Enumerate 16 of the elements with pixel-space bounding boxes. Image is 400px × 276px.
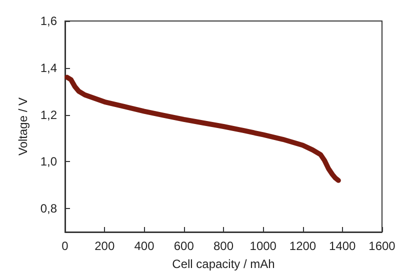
x-tick-label: 400 <box>134 239 155 253</box>
x-tick-label: 200 <box>94 239 115 253</box>
y-tick-label: 1,6 <box>40 14 58 28</box>
y-tick-label: 1,4 <box>40 60 58 75</box>
x-tick-label: 1200 <box>289 239 316 253</box>
y-axis-title: Voltage / V <box>16 97 30 156</box>
x-tick-label: 0 <box>62 239 69 253</box>
x-tick-label: 1600 <box>368 239 396 253</box>
x-tick-label: 1400 <box>329 239 356 253</box>
x-tick-label: 1000 <box>250 239 277 253</box>
y-tick-label: 0,8 <box>40 202 58 216</box>
y-tick-label: 1,2 <box>40 108 58 122</box>
x-axis-title: Cell capacity / mAh <box>172 257 275 271</box>
x-tick-label: 600 <box>174 239 194 253</box>
y-tick-label: 1,0 <box>40 154 58 169</box>
x-tick-label: 800 <box>213 239 234 253</box>
